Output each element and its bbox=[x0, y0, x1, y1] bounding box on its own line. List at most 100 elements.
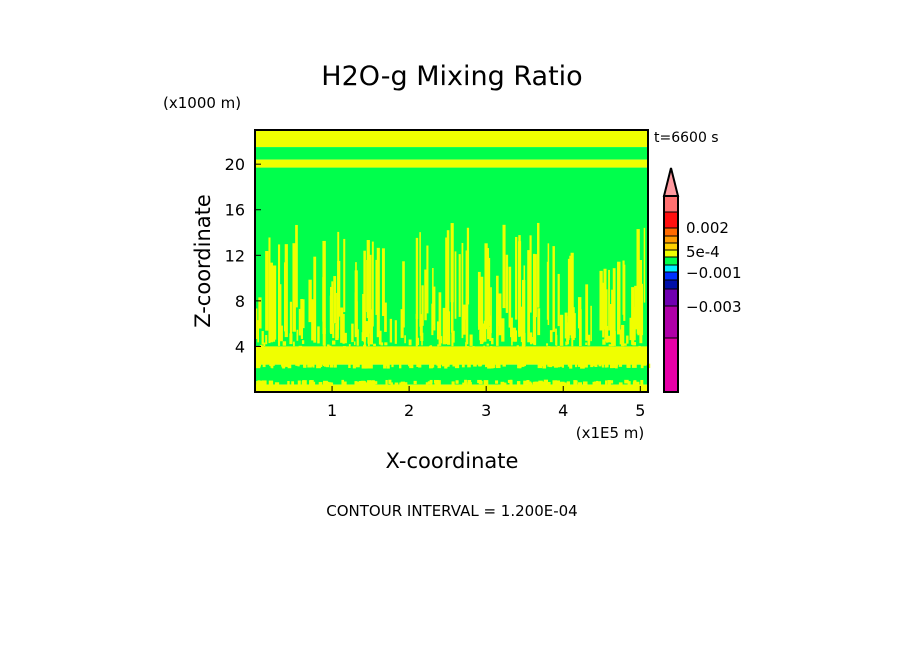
colorbar: 0.002 5e-4 −0.001 −0.003 bbox=[662, 167, 742, 393]
contour-speckle bbox=[297, 380, 301, 386]
y-tick-label: 12 bbox=[225, 246, 245, 265]
contour-streak bbox=[502, 224, 506, 309]
contour-streak bbox=[408, 339, 412, 346]
colorbar-segment bbox=[663, 271, 679, 281]
contour-streak bbox=[440, 336, 443, 344]
contour-streak bbox=[533, 254, 537, 318]
contour-speckle bbox=[627, 381, 631, 385]
contour-speckle bbox=[467, 363, 471, 368]
contour-speckle bbox=[328, 382, 333, 387]
contour-streak bbox=[442, 307, 446, 345]
contour-streak bbox=[272, 265, 277, 340]
contour-streak bbox=[342, 314, 345, 344]
contour-speckle bbox=[601, 363, 604, 368]
contour-streak bbox=[462, 304, 466, 335]
contour-speckle bbox=[516, 381, 521, 386]
contour-streak bbox=[527, 250, 531, 343]
contour-speckle bbox=[361, 363, 367, 369]
contour-speckle bbox=[307, 363, 312, 368]
contour-streak bbox=[516, 345, 519, 348]
contour-streak bbox=[487, 326, 491, 340]
contour-speckle bbox=[367, 380, 372, 385]
colorbar-segment bbox=[663, 249, 679, 258]
contour-streak bbox=[354, 292, 358, 334]
contour-speckle bbox=[478, 363, 482, 367]
colorbar-frame bbox=[663, 195, 679, 393]
contour-streak bbox=[603, 268, 607, 330]
contour-speckle bbox=[445, 363, 448, 368]
contour-streak bbox=[258, 297, 262, 329]
contour-speckle bbox=[354, 381, 358, 386]
contour-speckle bbox=[262, 363, 266, 368]
contour-speckle bbox=[425, 382, 429, 386]
contour-streak bbox=[622, 260, 625, 315]
contour-speckle bbox=[416, 363, 421, 368]
contour-speckle bbox=[429, 363, 432, 369]
contour-speckle bbox=[642, 363, 647, 366]
contour-streak bbox=[532, 315, 537, 345]
contour-streak bbox=[555, 328, 557, 346]
contour-streak bbox=[491, 337, 494, 345]
contour-streak bbox=[487, 257, 491, 326]
contour-streak bbox=[505, 254, 509, 313]
contour-streak bbox=[579, 309, 582, 347]
contour-streak bbox=[484, 243, 488, 330]
contour-speckle bbox=[357, 382, 362, 389]
contour-streak bbox=[384, 302, 387, 332]
contour-streak bbox=[317, 326, 320, 344]
contour-streak bbox=[376, 247, 380, 338]
contour-field bbox=[255, 130, 651, 392]
contour-streak bbox=[323, 345, 326, 348]
colorbar-label: 5e-4 bbox=[686, 243, 720, 261]
contour-streak bbox=[483, 320, 487, 342]
contour-streak bbox=[567, 316, 571, 336]
contour-speckle bbox=[324, 363, 328, 367]
contour-streak bbox=[629, 317, 632, 341]
chart-title: H2O-g Mixing Ratio bbox=[321, 61, 582, 92]
contour-speckle bbox=[590, 363, 594, 368]
y-axis-ticks: 4 8 12 16 20 bbox=[225, 155, 261, 356]
contour-streak bbox=[263, 342, 266, 347]
contour-streak bbox=[342, 346, 346, 349]
contour-streak bbox=[261, 331, 264, 345]
contour-streak bbox=[510, 317, 513, 338]
contour-streak bbox=[394, 320, 397, 344]
contour-streak bbox=[486, 343, 489, 346]
colorbar-extend-triangle bbox=[662, 167, 680, 197]
x-tick-label: 2 bbox=[404, 401, 414, 420]
contour-speckle bbox=[573, 380, 577, 385]
contour-speckle bbox=[366, 363, 372, 367]
contour-streak bbox=[320, 346, 324, 349]
contour-streak bbox=[453, 330, 455, 343]
contour-streak bbox=[639, 318, 643, 344]
contour-speckle bbox=[566, 381, 571, 385]
contour-streak bbox=[322, 277, 325, 322]
contour-speckle bbox=[462, 382, 466, 387]
contour-speckle bbox=[581, 363, 587, 366]
contour-speckle bbox=[388, 379, 392, 384]
contour-streak bbox=[522, 332, 526, 347]
contour-speckle bbox=[383, 363, 387, 369]
contour-streak bbox=[614, 330, 616, 346]
contour-streak bbox=[400, 309, 404, 338]
contour-speckle bbox=[537, 363, 543, 369]
contour-speckle bbox=[484, 363, 488, 368]
contour-speckle bbox=[490, 363, 494, 369]
contour-speckle bbox=[348, 363, 351, 369]
contour-streak bbox=[279, 284, 282, 330]
contour-streak bbox=[617, 261, 621, 335]
contour-streak bbox=[483, 345, 486, 348]
contour-streak bbox=[432, 267, 434, 325]
contour-speckle bbox=[541, 381, 547, 386]
contour-streak bbox=[419, 232, 421, 327]
contour-speckle bbox=[618, 363, 623, 367]
x-units-label: (x1E5 m) bbox=[576, 424, 645, 442]
contour-streak bbox=[479, 276, 484, 345]
contour-streak bbox=[289, 333, 293, 345]
y-tick-label: 20 bbox=[225, 155, 245, 174]
contour-streak bbox=[373, 343, 376, 347]
contour-speckle bbox=[509, 379, 513, 385]
contour-streak bbox=[611, 309, 615, 346]
contour-streak bbox=[565, 341, 568, 346]
contour-streak bbox=[496, 275, 499, 346]
